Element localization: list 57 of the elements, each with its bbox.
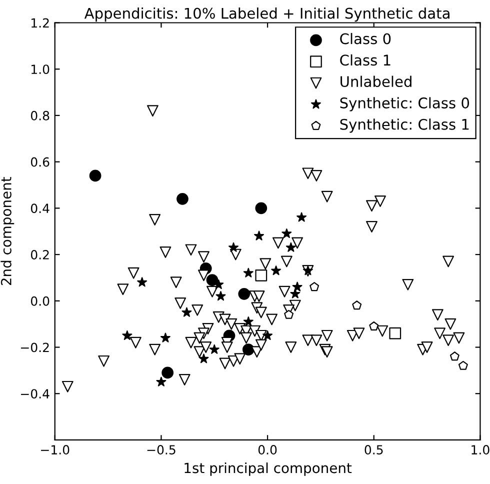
point bbox=[255, 269, 268, 282]
point bbox=[296, 212, 307, 222]
point bbox=[214, 279, 224, 289]
y-tick-label: 1.0 bbox=[32, 64, 50, 74]
y-tick-label: 0.8 bbox=[30, 110, 50, 120]
y-tick-label: 0.6 bbox=[30, 157, 50, 167]
point bbox=[206, 274, 218, 286]
point bbox=[243, 316, 254, 326]
y-tick-label: −0.2 bbox=[20, 342, 49, 352]
point bbox=[271, 266, 282, 276]
x-tick-label: 0.5 bbox=[364, 445, 383, 454]
point bbox=[286, 242, 296, 252]
point bbox=[238, 288, 250, 300]
point bbox=[458, 360, 468, 370]
point bbox=[243, 268, 254, 278]
point bbox=[228, 242, 238, 252]
point bbox=[290, 288, 300, 298]
y-axis-title: 2nd component bbox=[0, 176, 14, 286]
legend-label: Unlabeled bbox=[340, 76, 412, 88]
chart-title: Appendicitis: 10% Labeled + Initial Synthetic data bbox=[84, 8, 450, 22]
y-tick-label: −0.4 bbox=[20, 389, 50, 399]
point bbox=[369, 321, 379, 330]
legend-label: Class 1 bbox=[340, 54, 390, 66]
legend-label: Synthetic: Class 0 bbox=[340, 97, 470, 112]
point bbox=[310, 282, 320, 292]
y-tick-label: 0.2 bbox=[30, 250, 49, 260]
point bbox=[160, 332, 170, 342]
legend-label: Synthetic: Class 1 bbox=[340, 118, 469, 133]
point bbox=[389, 327, 402, 340]
point bbox=[182, 307, 192, 317]
point bbox=[122, 330, 132, 340]
point bbox=[262, 330, 273, 340]
point bbox=[282, 228, 292, 238]
point bbox=[137, 277, 148, 287]
point bbox=[352, 300, 362, 310]
point bbox=[162, 366, 174, 379]
point bbox=[254, 230, 264, 240]
point bbox=[209, 344, 220, 354]
point bbox=[198, 354, 209, 364]
point bbox=[156, 376, 166, 386]
x-axis-title: 1st principal component bbox=[184, 462, 352, 476]
x-tick-label: −1.0 bbox=[41, 445, 70, 454]
legend-label: Class 0 bbox=[340, 32, 391, 44]
y-tick-label: 0.0 bbox=[30, 296, 50, 306]
point bbox=[284, 310, 294, 319]
x-tick-label: 0.0 bbox=[258, 445, 277, 454]
y-tick-label: 1.2 bbox=[32, 18, 49, 28]
point bbox=[450, 352, 460, 361]
point bbox=[292, 282, 302, 292]
x-tick-label: −0.5 bbox=[147, 445, 176, 454]
point bbox=[89, 170, 102, 182]
point bbox=[255, 202, 268, 214]
point bbox=[176, 192, 188, 205]
x-tick-label: 1.0 bbox=[472, 445, 490, 454]
point bbox=[216, 291, 226, 301]
y-tick-label: 0.4 bbox=[30, 204, 50, 214]
point bbox=[242, 344, 254, 356]
